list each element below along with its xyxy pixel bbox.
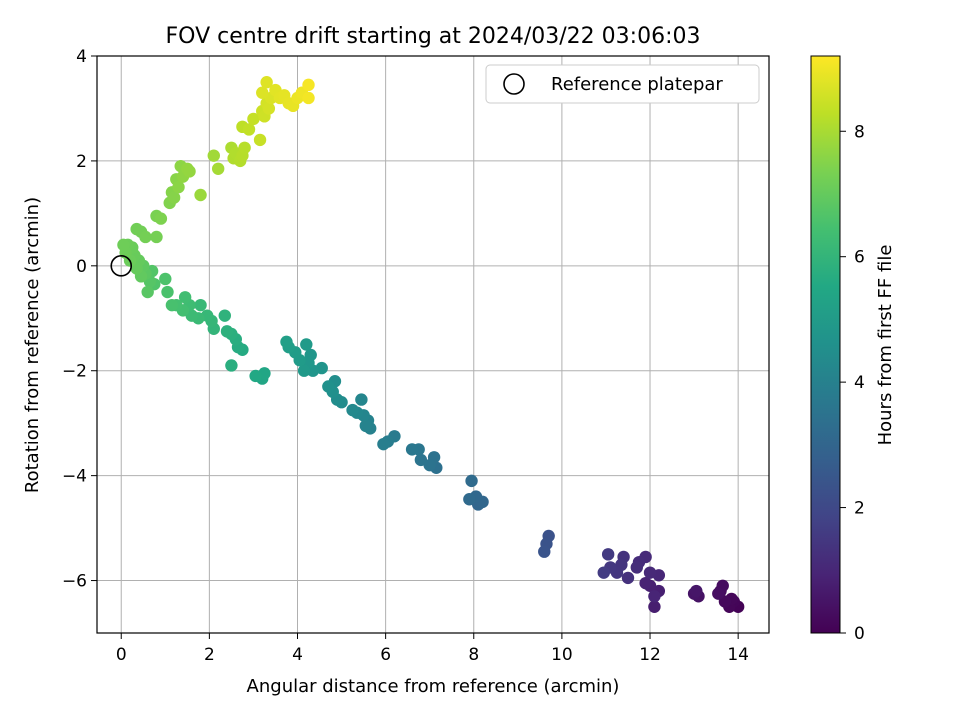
data-point	[150, 230, 163, 244]
data-point	[194, 188, 207, 202]
legend: Reference platepar	[485, 64, 760, 104]
y-axis-label: Rotation from reference (arcmin)	[22, 197, 43, 493]
data-point	[712, 587, 725, 600]
data-point	[165, 298, 179, 312]
colorbar-tick-label: 6	[854, 248, 865, 268]
plot-frame	[96, 55, 770, 634]
x-tick-label: 0	[116, 645, 127, 665]
chart-title: FOV centre drift starting at 2024/03/22 …	[166, 24, 701, 49]
grid	[97, 55, 769, 633]
data-point	[297, 364, 311, 377]
data-point	[377, 437, 390, 451]
legend-box	[485, 64, 760, 104]
data-point	[690, 584, 703, 598]
data-point	[648, 600, 661, 613]
data-point	[161, 285, 174, 299]
data-point	[302, 78, 315, 92]
data-point	[538, 545, 551, 558]
data-point	[300, 338, 313, 351]
x-tick-label: 10	[551, 645, 573, 665]
y-tick-label: 0	[76, 257, 87, 277]
data-point	[154, 212, 168, 225]
data-point	[238, 141, 251, 154]
data-point	[601, 548, 615, 561]
data-point	[247, 112, 260, 126]
data-point	[242, 123, 256, 136]
data-point	[159, 272, 172, 286]
data-point	[322, 380, 335, 393]
data-point	[648, 590, 661, 603]
colorbar-tick-label: 0	[854, 624, 865, 644]
data-point	[211, 162, 225, 175]
data-point	[218, 309, 231, 322]
data-point	[141, 285, 154, 299]
data-point	[302, 91, 315, 105]
colorbar-tick-label: 2	[854, 499, 865, 519]
x-tick-label: 8	[468, 645, 479, 665]
data-point	[172, 180, 185, 194]
data-point	[405, 443, 419, 456]
data-point	[139, 230, 152, 244]
legend-label: Reference platepar	[551, 74, 723, 95]
data-point	[465, 474, 478, 488]
y-tick-label: −4	[62, 467, 87, 487]
data-point	[249, 369, 262, 383]
data-point	[183, 165, 196, 178]
x-tick-label: 6	[380, 645, 391, 665]
data-point	[621, 571, 635, 585]
data-point	[256, 86, 269, 99]
colorbar-tick-label: 8	[854, 122, 865, 142]
y-tick-label: −2	[62, 362, 87, 382]
y-tick-label: −6	[62, 572, 87, 592]
data-point	[225, 359, 238, 372]
data-point	[346, 403, 359, 417]
data-point	[597, 566, 610, 579]
x-axis-ticks: 0 2 4 6 8 10 12 14	[116, 633, 749, 665]
colorbar	[810, 55, 841, 634]
colorbar-label: Hours from first FF file	[875, 245, 896, 446]
data-point	[167, 191, 181, 204]
data-point	[643, 566, 657, 579]
data-point	[194, 298, 207, 312]
data-point	[207, 149, 220, 162]
data-point	[355, 393, 368, 406]
reference-platepar-marker	[110, 255, 133, 277]
data-point	[630, 561, 644, 574]
data-point	[359, 419, 372, 433]
data-point	[253, 133, 267, 147]
legend-open-circle-icon	[503, 73, 525, 95]
x-tick-label: 2	[204, 645, 215, 665]
data-point	[178, 291, 192, 304]
colorbar-ticks: 0 2 4 6 8	[840, 122, 865, 644]
data-points	[117, 76, 745, 613]
data-point	[414, 453, 428, 467]
data-point	[260, 76, 273, 89]
x-tick-label: 14	[727, 645, 749, 665]
data-point	[639, 576, 652, 590]
colorbar-tick-label: 4	[854, 373, 865, 393]
y-tick-label: 4	[76, 47, 87, 67]
data-point	[280, 335, 293, 349]
y-axis-ticks: −6 −4 −2 0 2 4	[62, 47, 97, 592]
data-point	[262, 102, 276, 115]
y-tick-label: 2	[76, 152, 87, 172]
data-point	[117, 238, 130, 252]
x-axis-label: Angular distance from reference (arcmin)	[247, 676, 620, 697]
x-tick-label: 12	[639, 645, 661, 665]
data-point	[463, 493, 476, 506]
x-tick-label: 4	[292, 645, 303, 665]
data-point	[220, 325, 234, 338]
